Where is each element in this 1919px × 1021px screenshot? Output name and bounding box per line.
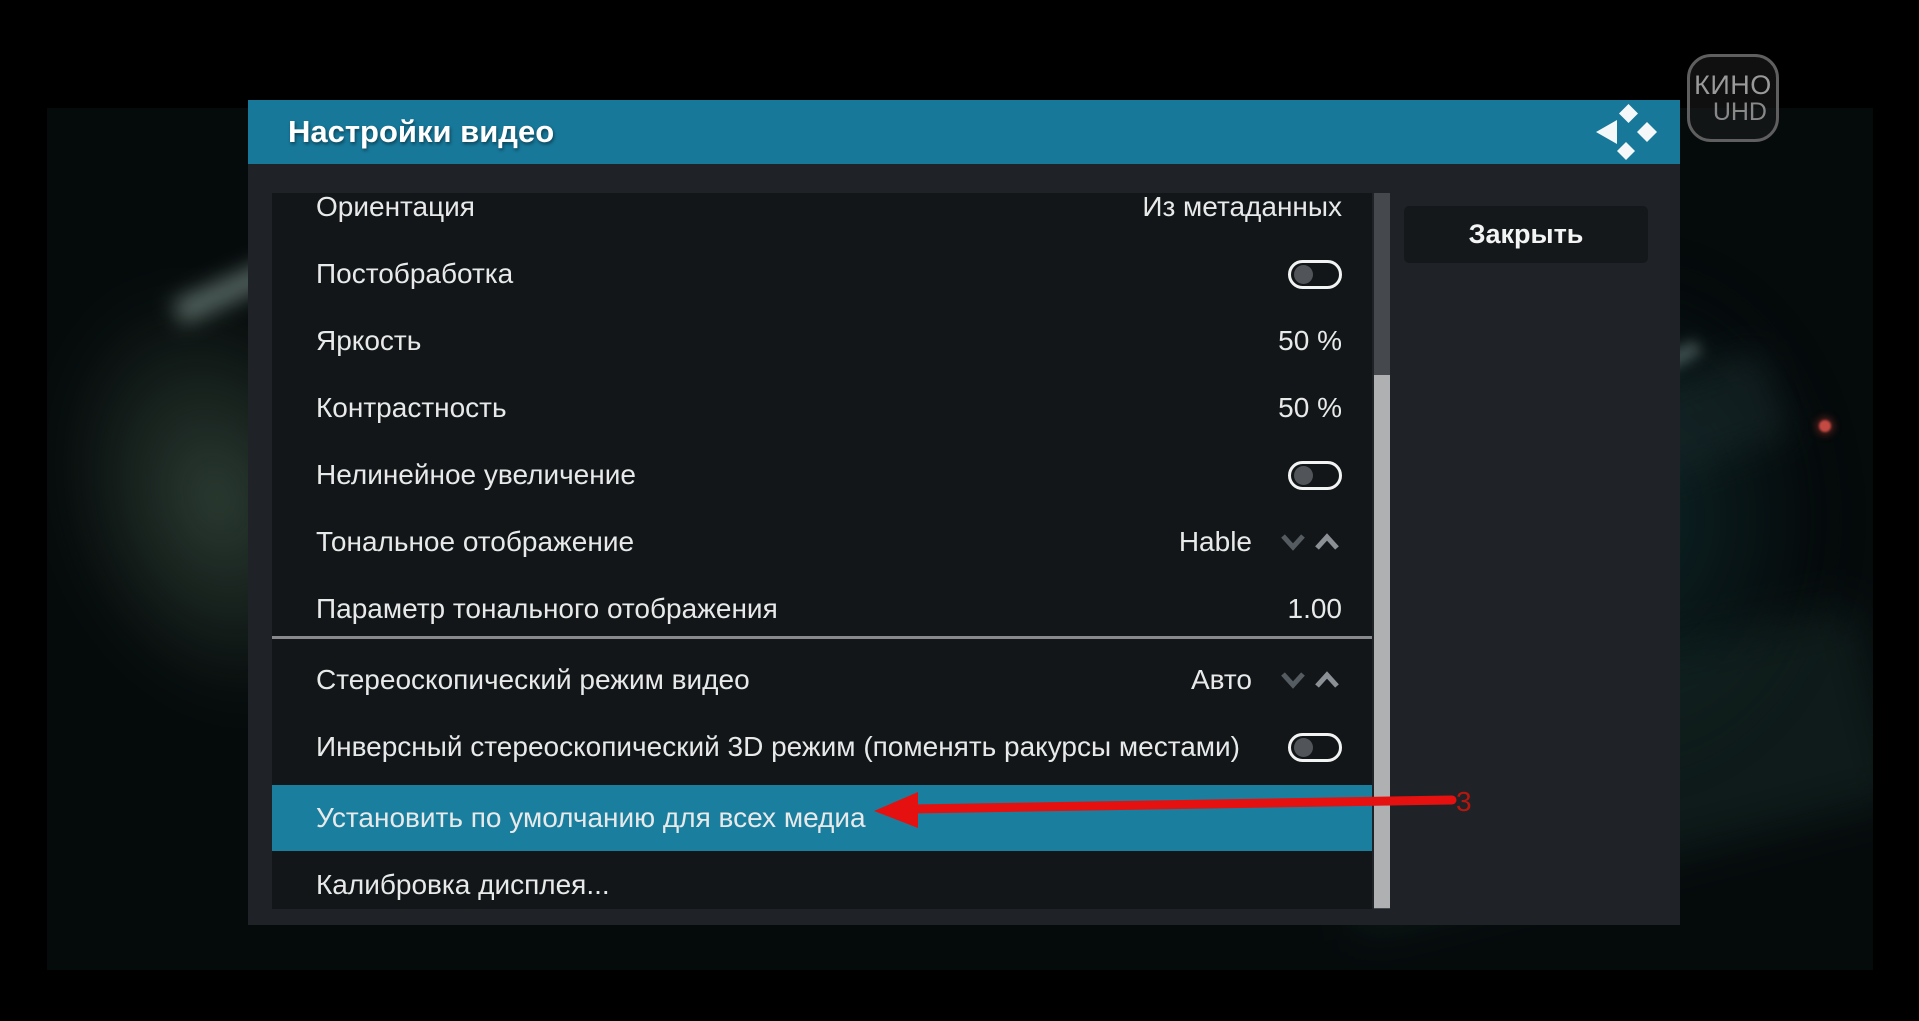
settings-row[interactable]: Калибровка дисплея... xyxy=(272,853,1372,909)
setting-value: Авто xyxy=(1190,664,1252,695)
settings-row[interactable]: Установить по умолчанию для всех медиа xyxy=(272,785,1372,851)
close-button-label: Закрыть xyxy=(1468,219,1584,249)
spinner-control[interactable] xyxy=(1278,531,1342,553)
setting-value: Hable xyxy=(1178,526,1252,557)
setting-label: Установить по умолчанию для всех медиа xyxy=(316,802,866,833)
setting-value: 50 % xyxy=(1278,392,1342,423)
setting-label: Стереоскопический режим видео xyxy=(316,664,750,695)
setting-label: Нелинейное увеличение xyxy=(316,459,636,490)
dialog-title: Настройки видео xyxy=(288,114,555,149)
kodi-logo-piece xyxy=(1596,120,1617,144)
toggle-knob xyxy=(1294,737,1313,757)
group-separator xyxy=(272,636,1372,639)
toggle-switch[interactable] xyxy=(1288,259,1342,289)
setting-label: Калибровка дисплея... xyxy=(316,869,610,900)
scrollbar[interactable] xyxy=(1374,193,1390,909)
toggle-knob xyxy=(1294,264,1313,284)
toggle-switch[interactable] xyxy=(1288,732,1342,762)
settings-row[interactable]: Параметр тонального отображения 1.00 xyxy=(272,577,1372,641)
kodi-logo-piece xyxy=(1617,142,1635,160)
settings-row[interactable]: Стереоскопический режим видео Авто xyxy=(272,648,1372,712)
kodi-logo-piece xyxy=(1637,122,1657,142)
background-red-light xyxy=(1819,420,1831,432)
chevron-up-icon[interactable] xyxy=(1312,531,1342,553)
settings-row[interactable]: Ориентация Из метаданных xyxy=(272,193,1372,239)
kodi-logo-icon xyxy=(1596,103,1658,161)
settings-row[interactable]: Постобработка xyxy=(272,242,1372,306)
setting-label: Тональное отображение xyxy=(316,526,635,557)
watermark-line2: UHD xyxy=(1712,98,1767,126)
settings-row[interactable]: Нелинейное увеличение xyxy=(272,443,1372,507)
watermark-line1: КИНО xyxy=(1694,70,1772,100)
kino-uhd-watermark: КИНО UHD xyxy=(1687,54,1779,142)
setting-value: 1.00 xyxy=(1287,593,1343,624)
settings-row[interactable]: Тональное отображение Hable xyxy=(272,510,1372,574)
toggle-knob xyxy=(1294,465,1313,485)
chevron-up-icon[interactable] xyxy=(1312,669,1342,691)
spinner-control[interactable] xyxy=(1278,669,1342,691)
dialog-header: Настройки видео xyxy=(248,100,1680,164)
toggle-switch[interactable] xyxy=(1288,460,1342,490)
setting-label: Инверсный стереоскопический 3D режим (по… xyxy=(316,731,1240,762)
settings-row[interactable]: Контрастность 50 % xyxy=(272,376,1372,440)
kodi-logo-piece xyxy=(1619,104,1638,123)
setting-value: Из метаданных xyxy=(1142,193,1342,222)
chevron-down-icon[interactable] xyxy=(1278,669,1308,691)
setting-label: Постобработка xyxy=(316,258,514,289)
setting-label: Яркость xyxy=(316,325,422,356)
setting-label: Ориентация xyxy=(316,193,475,222)
settings-row[interactable]: Яркость 50 % xyxy=(272,309,1372,373)
settings-list: Ориентация Из метаданных Постобработка Я… xyxy=(272,193,1372,909)
setting-label: Параметр тонального отображения xyxy=(316,593,778,624)
chevron-down-icon[interactable] xyxy=(1278,531,1308,553)
settings-row[interactable]: Инверсный стереоскопический 3D режим (по… xyxy=(272,715,1372,779)
annotation-number: 3 xyxy=(1456,786,1472,817)
setting-label: Контрастность xyxy=(316,392,507,423)
close-button[interactable]: Закрыть xyxy=(1404,206,1648,263)
scrollbar-thumb[interactable] xyxy=(1374,374,1390,908)
setting-value: 50 % xyxy=(1278,325,1342,356)
